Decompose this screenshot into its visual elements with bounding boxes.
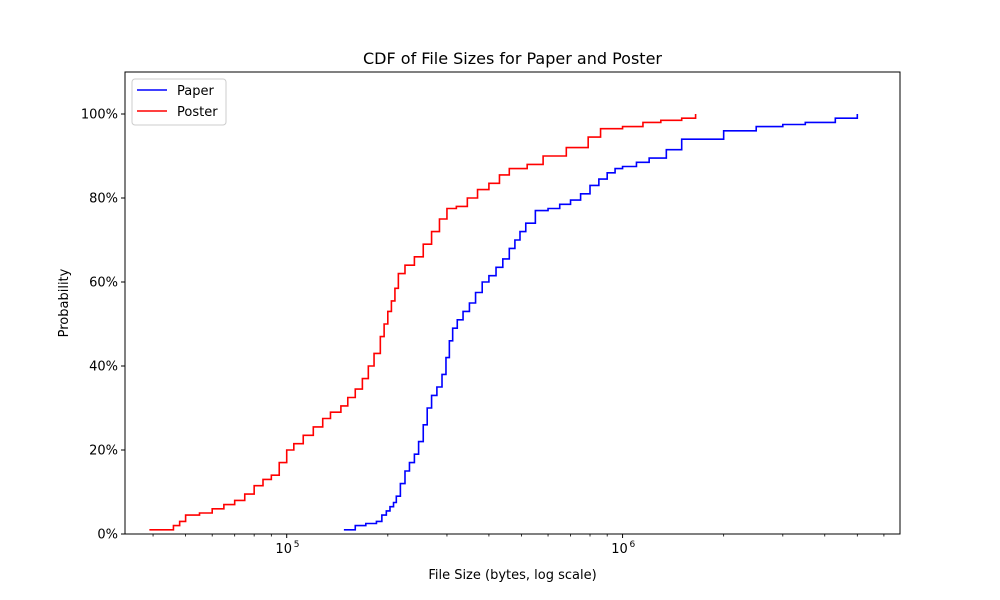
series-line-poster <box>149 114 697 531</box>
y-axis-title: Probability <box>57 268 72 337</box>
x-tick-label-exponent: 6 <box>630 540 636 550</box>
x-axis-title: File Size (bytes, log scale) <box>428 568 596 583</box>
y-tick-label: 40% <box>89 360 118 375</box>
x-tick-label: 10 <box>275 542 292 557</box>
series-lines <box>149 114 859 531</box>
legend-label-paper: Paper <box>177 84 214 99</box>
y-tick-label: 60% <box>89 276 118 291</box>
legend-label-poster: Poster <box>177 105 218 120</box>
plot-frame <box>124 71 901 535</box>
series-line-paper <box>343 114 859 531</box>
y-tick-label: 20% <box>89 444 118 459</box>
axis-ticks: 0%20%40%60%80%100%10 5 10 6 <box>81 108 885 557</box>
x-tick-label-exponent: 5 <box>294 540 300 550</box>
legend: Paper Poster <box>131 78 227 126</box>
y-tick-label: 100% <box>81 108 118 123</box>
y-tick-label: 0% <box>97 528 118 543</box>
y-tick-label: 80% <box>89 192 118 207</box>
x-tick-label: 10 <box>611 542 628 557</box>
chart-title: CDF of File Sizes for Paper and Poster <box>363 49 662 68</box>
